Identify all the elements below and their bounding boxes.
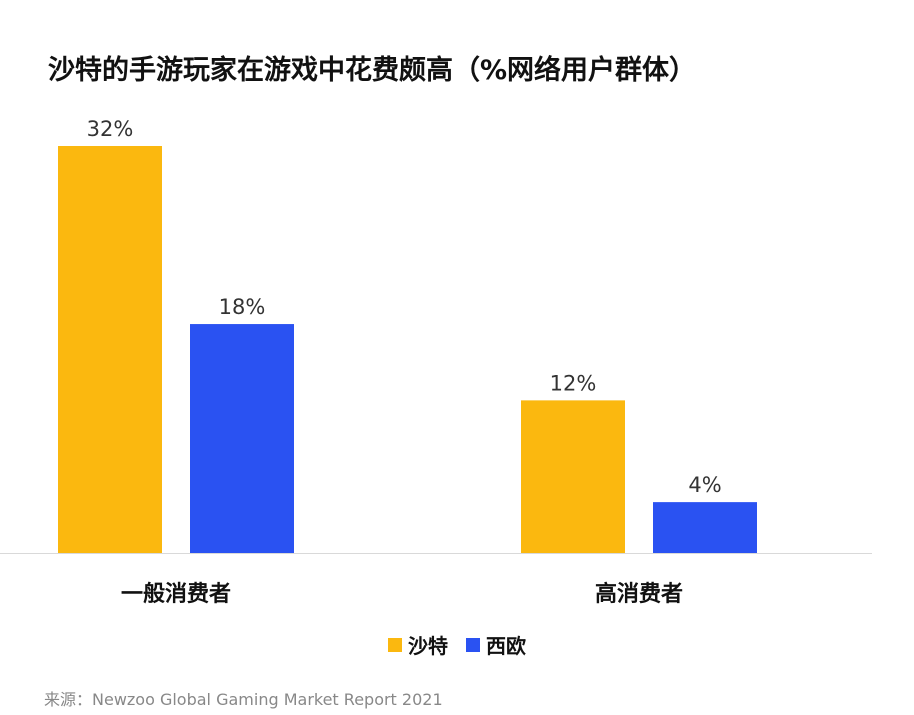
bar-saudi-high-spender [521, 400, 625, 553]
data-label-saudi-high-spender: 12% [550, 371, 597, 395]
category-label-general-spender: 一般消费者 [121, 581, 231, 607]
data-label-western-europe-high-spender: 4% [688, 473, 721, 497]
bar-saudi-general-spender [58, 146, 162, 553]
chart-title: 沙特的手游玩家在游戏中花费颇高（%网络用户群体） [48, 55, 697, 86]
legend-swatch-western-europe [466, 637, 480, 652]
data-label-saudi-general-spender: 32% [87, 117, 134, 141]
legend-label-western-europe: 西欧 [486, 634, 526, 658]
legend-item-western-europe: 西欧 [466, 630, 526, 659]
data-label-western-europe-general-spender: 18% [219, 295, 266, 319]
legend-swatch-saudi [388, 637, 402, 652]
bar-western-europe-high-spender [653, 502, 757, 553]
bar-chart: 32% 18% 一般消费者 12% 4% 高消费者 [0, 117, 872, 607]
source-note: 来源：Newzoo Global Gaming Market Report 20… [44, 690, 443, 709]
legend: 沙特 西欧 [0, 630, 914, 659]
category-label-high-spender: 高消费者 [595, 581, 683, 607]
bar-western-europe-general-spender [190, 324, 294, 553]
legend-label-saudi: 沙特 [408, 634, 448, 658]
legend-item-saudi: 沙特 [388, 630, 448, 659]
